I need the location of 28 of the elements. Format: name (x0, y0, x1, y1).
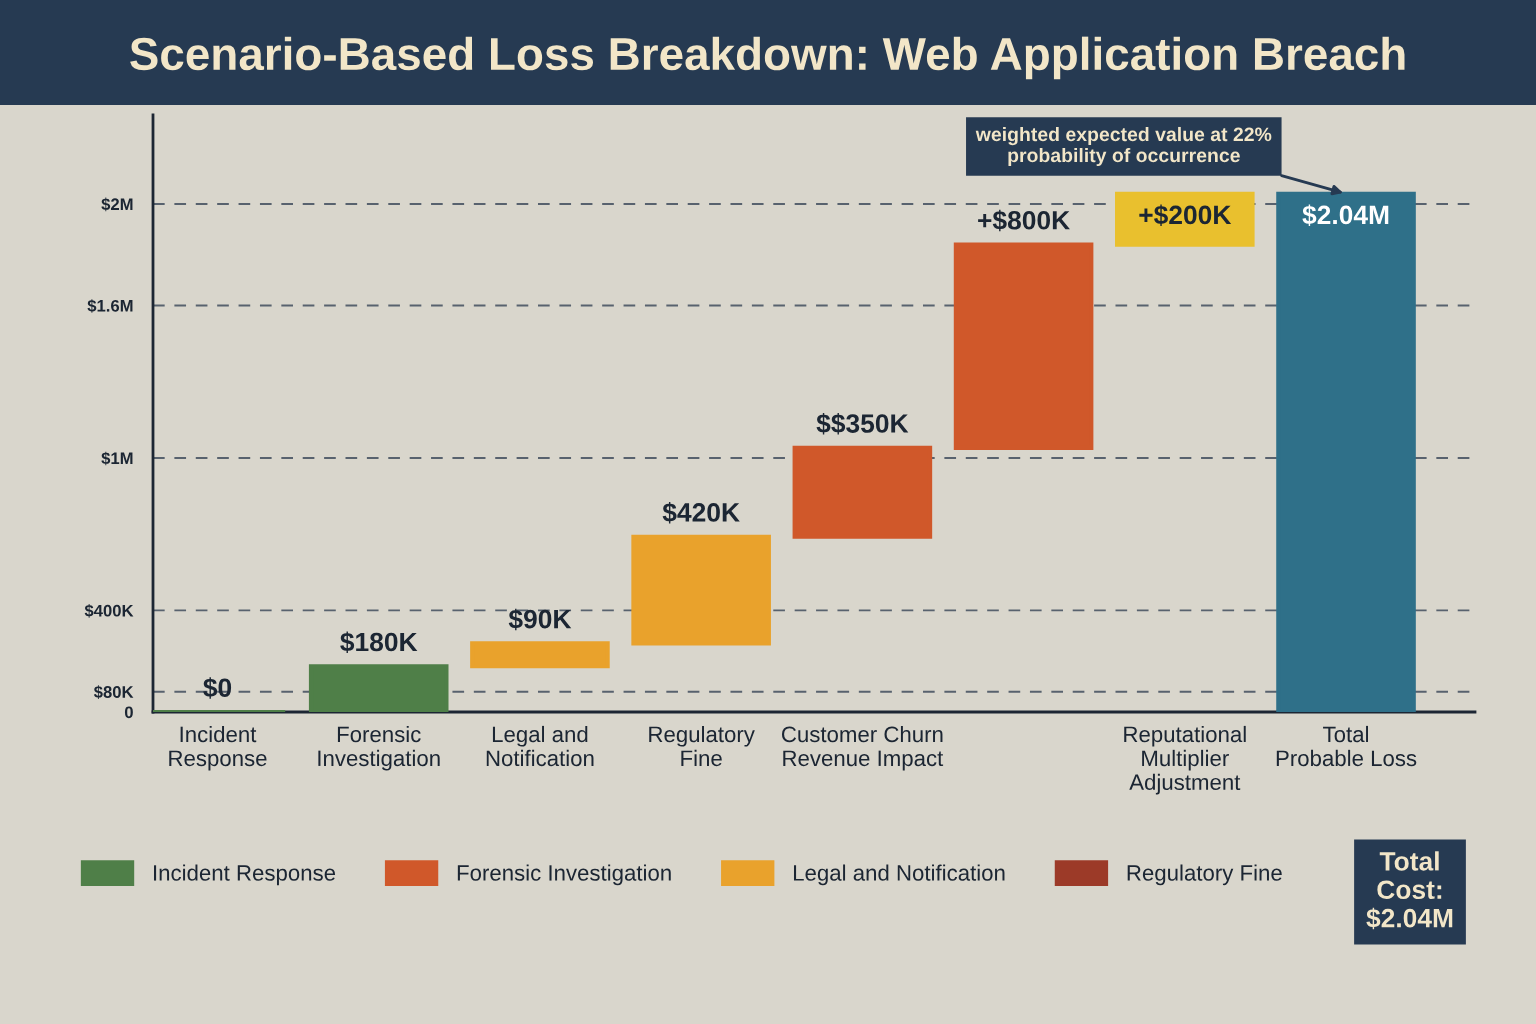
x-tick-label: Reputational Multiplier Adjustment (1124, 725, 1246, 795)
y-tick-label: $400K (84, 604, 134, 618)
legend-label: Forensic Investigation (457, 864, 671, 886)
legend-label: Regulatory Fine (1127, 864, 1282, 886)
y-tick-label: $80K (93, 685, 134, 699)
legend-label: Legal and Notification (793, 864, 1005, 886)
data-label: +$200K (1139, 204, 1232, 226)
x-tick-label: Legal and Notification (486, 725, 594, 767)
legend-label: Incident Response (154, 864, 336, 886)
data-label: $180K (340, 631, 418, 654)
data-label: $$350K (816, 413, 909, 435)
data-label: $90K (508, 608, 572, 631)
x-tick-label: Incident Response (169, 725, 267, 771)
data-label: $2.04M (1302, 204, 1389, 226)
x-tick-label: Forensic Investigation (318, 725, 440, 771)
x-tick-label: Customer Churn Revenue Impact (781, 725, 944, 771)
y-tick-label: $1.6M (87, 299, 133, 313)
data-label: $0 (203, 677, 232, 699)
text: Total Cost: $2.04M (1366, 851, 1453, 930)
x-tick-label: Total Probable Loss (1276, 725, 1417, 767)
data-label: +$800K (978, 209, 1070, 232)
chart-title: Scenario-Based Loss Breakdown: Web Application Breach (130, 36, 1405, 80)
x-tick-label: Regulatory Fine (649, 725, 755, 767)
y-tick-label: $1M (101, 451, 133, 466)
y-tick-label: $2M (101, 197, 133, 212)
data-label: $420K (662, 501, 740, 524)
annotation: weighted expected value at 22% probability of occurrence (975, 126, 1272, 167)
y-tick-label: 0 (124, 706, 133, 719)
